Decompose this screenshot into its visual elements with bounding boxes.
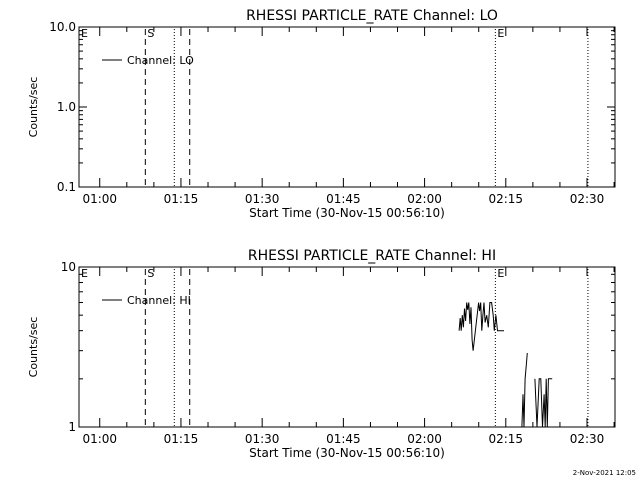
x-tick-label: 01:00	[82, 432, 117, 446]
y-tick-label: 0.1	[57, 180, 76, 194]
event-marker-label: S	[147, 27, 154, 40]
event-marker-label: E	[81, 27, 88, 40]
y-tick-label: 1.0	[57, 100, 76, 114]
chart-title: RHESSI PARTICLE_RATE Channel: HI	[248, 248, 496, 264]
data-series-line	[534, 378, 553, 428]
footer-timestamp: 2-Nov-2021 12:05	[572, 469, 636, 477]
legend-entry: Channel: HI	[127, 294, 191, 307]
event-marker-label: E	[81, 267, 88, 280]
chart-title: RHESSI PARTICLE_RATE Channel: LO	[246, 8, 498, 24]
y-tick-label: 10.0	[49, 20, 76, 34]
x-axis-label: Start Time (30-Nov-15 00:56:10)	[249, 206, 445, 220]
x-tick-label: 02:30	[570, 192, 605, 206]
y-axis-label: Counts/sec	[27, 77, 40, 138]
event-marker-label: S	[147, 267, 154, 280]
chart-panel-1: RHESSI PARTICLE_RATE Channel: LO Counts/s…	[27, 8, 616, 220]
x-tick-label: 01:15	[164, 432, 199, 446]
event-marker-label: E	[497, 267, 504, 280]
legend-entry: Channel: LO	[127, 54, 194, 67]
chart-panel-2: RHESSI PARTICLE_RATE Channel: HI Counts/s…	[27, 248, 616, 460]
x-tick-label: 02:30	[570, 432, 605, 446]
x-tick-label: 02:15	[488, 192, 523, 206]
x-axis-label: Start Time (30-Nov-15 00:56:10)	[249, 446, 445, 460]
event-marker-label: E	[497, 27, 504, 40]
y-axis-label: Counts/sec	[27, 317, 40, 378]
x-tick-label: 01:45	[326, 432, 361, 446]
data-series-line	[521, 352, 528, 428]
x-tick-label: 01:45	[326, 192, 361, 206]
x-tick-label: 01:30	[245, 192, 280, 206]
plot-frame	[78, 26, 616, 188]
x-tick-label: 02:15	[488, 432, 523, 446]
x-tick-label: 01:00	[82, 192, 117, 206]
x-tick-label: 01:30	[245, 432, 280, 446]
y-tick-label: 1	[68, 420, 76, 434]
x-tick-label: 01:15	[164, 192, 199, 206]
x-tick-label: 02:00	[407, 192, 442, 206]
y-tick-label: 10	[61, 260, 76, 274]
plot-frame	[78, 266, 616, 428]
data-series-line	[458, 302, 504, 351]
x-tick-label: 02:00	[407, 432, 442, 446]
